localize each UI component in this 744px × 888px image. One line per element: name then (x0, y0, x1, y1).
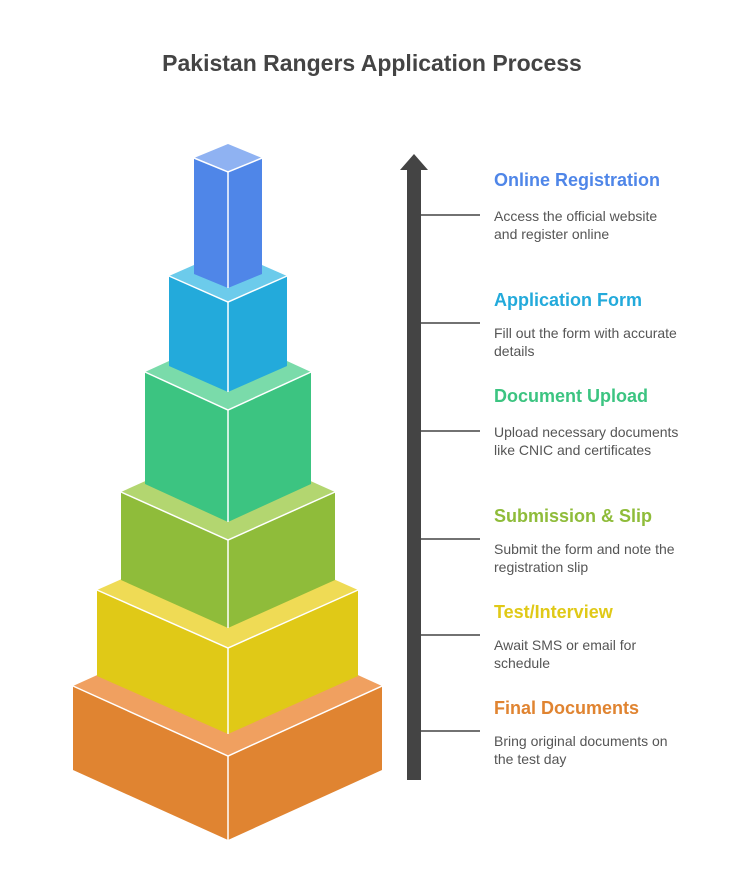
step-title-application-form: Application Form (494, 290, 642, 310)
step-title-online-registration: Online Registration (494, 170, 661, 190)
step-desc-submission-slip: Submit the form and note the registratio… (494, 541, 675, 575)
step-title-final-documents: Final Documents (494, 698, 640, 718)
step-desc-document-upload: Upload necessary documents like CNIC and… (494, 424, 679, 458)
step-desc-application-form: Fill out the form with accurate details (494, 325, 677, 359)
step-desc-test-interview: Await SMS or email for schedule (494, 637, 637, 671)
pyramid-layer-online-registration (193, 144, 263, 288)
axis-arrow-up-icon (400, 154, 428, 170)
axis-bar (407, 168, 421, 780)
step-desc-final-documents: Bring original documents on the test day (494, 733, 668, 767)
page-title: Pakistan Rangers Application Process (162, 50, 582, 76)
step-title-test-interview: Test/Interview (494, 602, 613, 622)
step-title-submission-slip: Submission & Slip (494, 506, 653, 526)
step-desc-online-registration: Access the official website and register… (494, 208, 658, 242)
step-title-document-upload: Document Upload (494, 386, 649, 406)
